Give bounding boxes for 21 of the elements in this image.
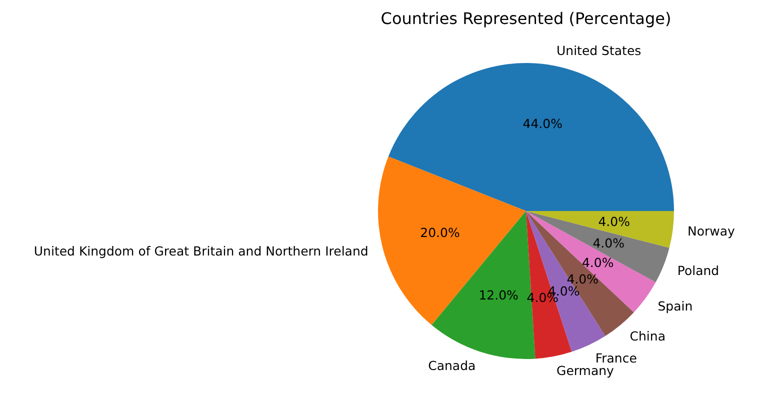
slice-label: France xyxy=(595,350,638,366)
pie-slice xyxy=(378,156,526,326)
pie-slice xyxy=(526,211,656,312)
data-label: 12.0% xyxy=(478,287,519,302)
slice-label: Germany xyxy=(556,362,615,378)
data-label: 44.0% xyxy=(522,116,563,131)
data-label: 4.0% xyxy=(582,255,614,270)
slice-label: United Kingdom of Great Britain and Northern Ireland xyxy=(34,243,368,258)
pie-slice xyxy=(388,63,674,211)
data-label: 20.0% xyxy=(420,225,460,240)
slice-label: Norway xyxy=(688,223,736,238)
slice-label: China xyxy=(630,328,666,344)
slice-label: United States xyxy=(556,43,642,58)
pie-slice xyxy=(526,211,674,248)
slice-label: Poland xyxy=(677,262,720,278)
data-label: 4.0% xyxy=(592,236,625,251)
chart-title: Countries Represented (Percentage) xyxy=(380,9,672,28)
slice-label: Spain xyxy=(658,298,693,314)
data-label: 4.0% xyxy=(598,214,630,230)
slice-label: Canada xyxy=(428,358,476,373)
pie-slice xyxy=(526,211,670,282)
